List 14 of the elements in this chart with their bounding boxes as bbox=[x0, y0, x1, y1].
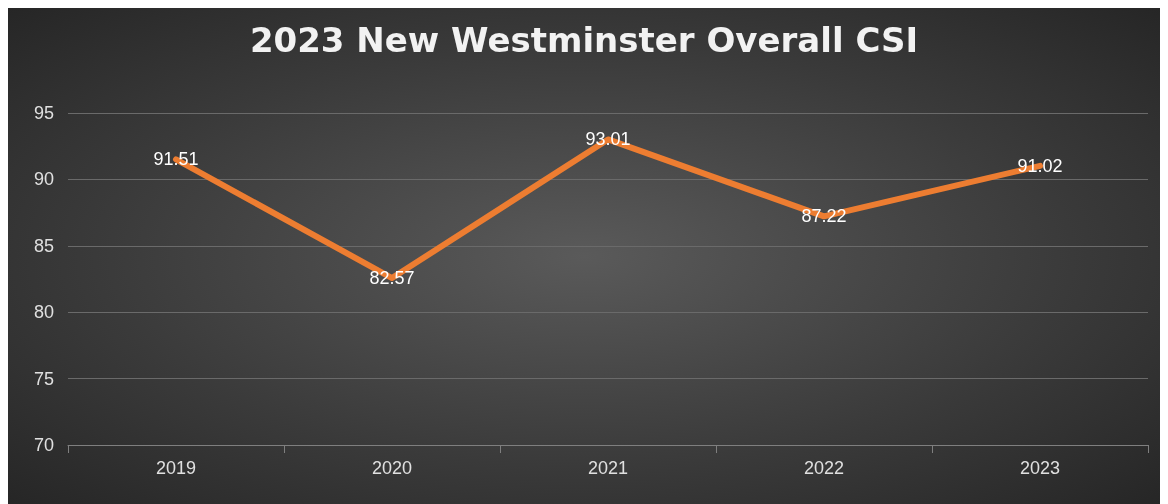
chart-title: 2023 New Westminster Overall CSI bbox=[249, 20, 919, 60]
y-tick-label: 80 bbox=[33, 302, 54, 323]
x-tick-label: 2022 bbox=[803, 458, 845, 478]
x-tick-label: 2019 bbox=[155, 458, 197, 478]
y-tick-label: 70 bbox=[33, 435, 54, 455]
data-label: 82.57 bbox=[369, 268, 415, 289]
y-tick-label: 95 bbox=[33, 103, 54, 123]
y-tick-label: 75 bbox=[33, 368, 54, 389]
x-tick-label: 2020 bbox=[371, 458, 413, 478]
y-tick-label: 85 bbox=[33, 235, 54, 256]
data-label: 91.02 bbox=[1017, 155, 1063, 176]
y-tick-label: 90 bbox=[33, 169, 54, 190]
x-tick-label: 2021 bbox=[587, 458, 629, 478]
x-tick-label: 2023 bbox=[1019, 458, 1061, 478]
